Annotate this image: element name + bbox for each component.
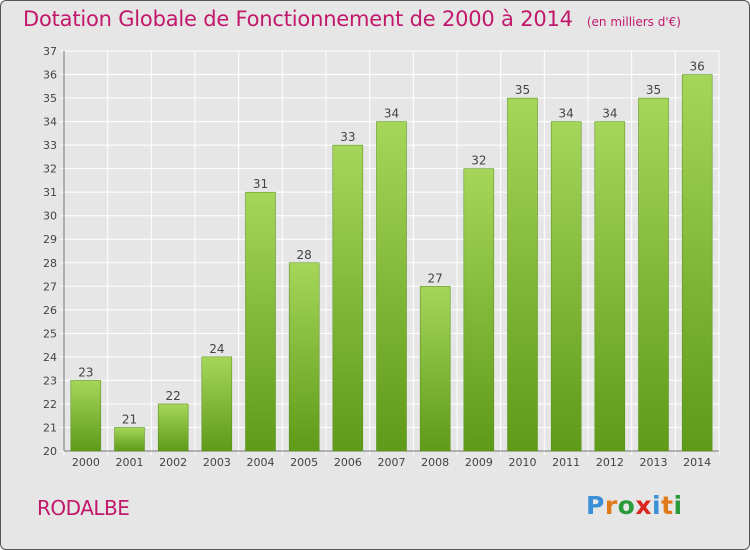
x-tick-label: 2014 [683,456,711,469]
y-tick-label: 24 [43,351,57,364]
x-tick-label: 2010 [509,456,537,469]
y-tick-label: 36 [43,69,57,82]
x-tick-label: 2013 [640,456,668,469]
bar-value-label: 21 [122,412,137,426]
logo-letter: i [652,491,662,520]
x-tick-label: 2006 [334,456,362,469]
x-tick-label: 2003 [203,456,231,469]
x-tick-label: 2008 [421,456,449,469]
bar-2006 [332,144,364,452]
bar-value-label: 33 [340,130,355,144]
bar-value-label: 36 [690,60,705,74]
y-tick-label: 28 [43,257,57,270]
logo-letter: t [661,491,674,520]
bar-2014 [681,74,713,452]
y-tick-label: 31 [43,186,57,199]
bar-value-label: 31 [253,177,268,191]
bar-value-label: 34 [384,107,399,121]
x-tick-label: 2000 [72,456,100,469]
y-tick-label: 27 [43,280,57,293]
bar-2001 [114,427,145,452]
bar-2007 [376,121,407,452]
x-tick-label: 2005 [290,456,318,469]
x-tick-label: 2001 [116,456,144,469]
y-tick-label: 22 [43,398,57,411]
chart-subtitle: (en milliers d'€) [586,15,681,29]
bar-value-label: 35 [515,83,530,97]
y-tick-label: 21 [43,421,57,434]
bar-value-label: 24 [209,342,224,356]
bar-2012 [594,121,626,452]
bar-2013 [638,97,669,452]
y-tick-label: 23 [43,374,57,387]
x-tick-label: 2002 [159,456,187,469]
bar-2004 [245,191,276,452]
x-tick-label: 2012 [596,456,624,469]
chart-title: Dotation Globale de Fonctionnement de 20… [23,7,573,31]
y-tick-label: 26 [43,304,57,317]
y-tick-label: 20 [43,445,57,458]
bar-value-label: 34 [602,107,617,121]
x-tick-label: 2009 [465,456,493,469]
bar-value-label: 22 [166,389,181,403]
bar-2005 [288,262,320,452]
proxiti-logo: Proxiti [586,491,683,520]
x-tick-label: 2004 [247,456,275,469]
commune-name: RODALBE [37,496,130,520]
bar-2010 [507,97,538,452]
bar-value-label: 23 [78,365,93,379]
logo-letter: i [673,491,683,520]
bar-2000 [70,380,102,452]
x-tick-label: 2011 [552,456,580,469]
bar-2003 [201,356,233,452]
logo-letter: r [604,491,618,520]
bar-2009 [463,168,495,452]
bar-value-label: 32 [471,154,486,168]
bar-2008 [419,286,451,452]
bar-value-label: 28 [297,248,312,262]
y-tick-label: 25 [43,327,57,340]
y-tick-label: 29 [43,233,57,246]
y-tick-label: 30 [43,210,57,223]
x-tick-label: 2007 [378,456,406,469]
y-tick-label: 35 [43,92,57,105]
y-tick-label: 34 [43,116,57,129]
y-tick-label: 33 [43,139,57,152]
bar-value-label: 34 [559,107,574,121]
logo-letter: P [586,491,605,520]
y-tick-label: 37 [43,45,57,58]
bar-value-label: 35 [646,83,661,97]
bar-2011 [550,121,582,452]
logo-letter: o [617,491,636,520]
bar-2002 [157,403,189,452]
chart-title-row: Dotation Globale de Fonctionnement de 20… [23,7,681,31]
y-tick-label: 32 [43,163,57,176]
logo-letter: x [635,491,652,520]
bar-value-label: 27 [428,271,443,285]
